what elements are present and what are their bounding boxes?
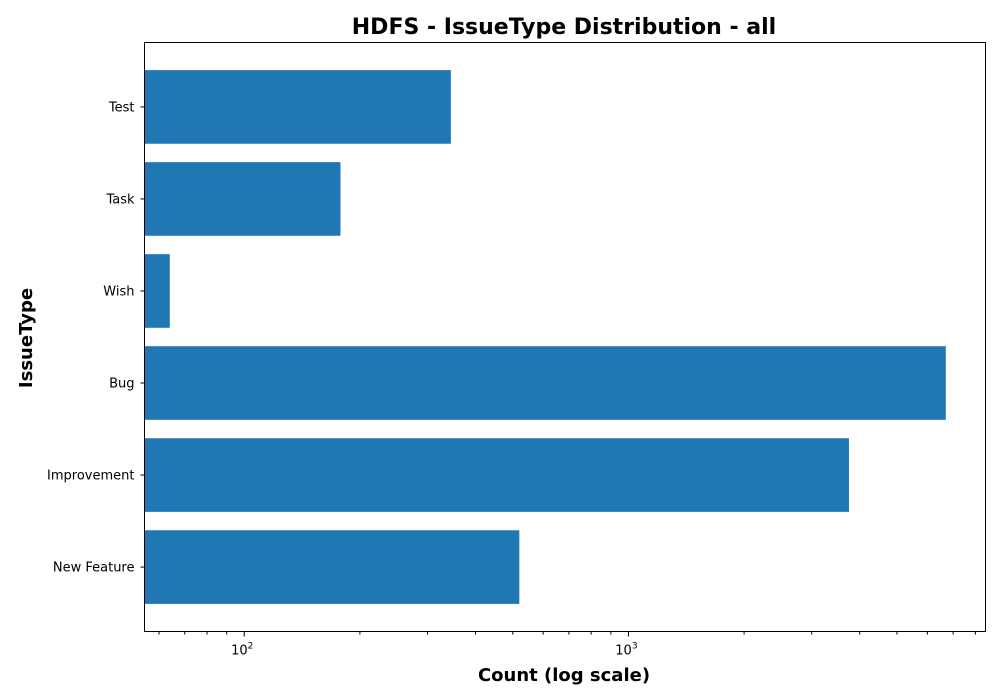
y-tick-label: Wish [103, 284, 134, 299]
chart-title: HDFS - IssueType Distribution - all [352, 15, 776, 40]
bar-improvement [144, 438, 849, 512]
x-axis-label: Count (log scale) [478, 665, 650, 686]
bar-task [144, 162, 341, 236]
bar-bug [144, 346, 946, 420]
y-ticks-group: New Feature Improvement Bug Wish Task Test [47, 100, 145, 576]
y-tick-label: Test [108, 100, 135, 115]
y-tick-label: Improvement [47, 469, 134, 484]
y-axis-label: IssueType [16, 288, 37, 388]
bar-new-feature [144, 530, 520, 604]
x-tick-label: 102 [231, 642, 253, 659]
y-tick-label: Task [105, 192, 135, 207]
bar-wish [144, 254, 170, 328]
bar-test [144, 70, 451, 144]
y-tick-label: Bug [109, 377, 134, 392]
y-tick-label: New Feature [53, 561, 135, 576]
x-ticks-group: 102 103 [158, 631, 976, 659]
plot-frame [144, 42, 986, 632]
x-tick-label: 103 [615, 642, 637, 659]
bars-group [144, 70, 946, 604]
